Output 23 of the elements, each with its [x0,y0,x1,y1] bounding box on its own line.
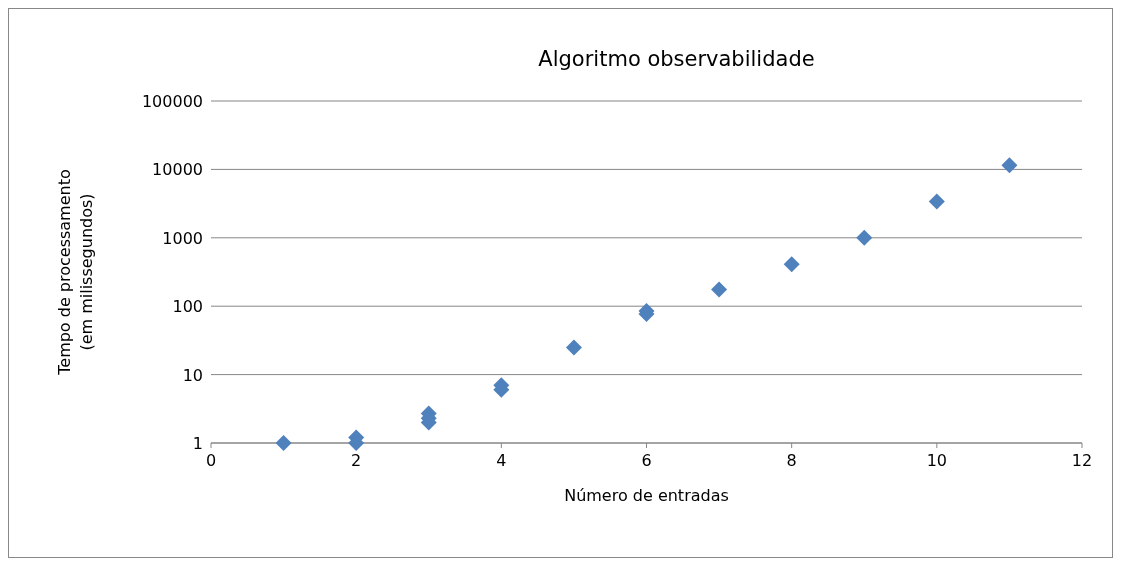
x-tick-label: 8 [786,451,797,470]
y-tick-label: 1 [192,434,203,453]
point [1001,157,1018,174]
y-tick-label: 10 [182,365,203,385]
x-tick-label: 2 [351,451,362,470]
point [928,193,945,210]
x-tick-label: 12 [1071,451,1093,470]
y-tick-label: 100000 [141,92,203,111]
y-axis-title: Tempo de processamento (em milissegundos) [55,169,96,376]
x-tick-label: 0 [205,451,217,470]
point [711,281,728,298]
y-tick-label: 100 [172,297,203,317]
x-axis-title: Número de entradas [564,486,729,505]
x-tick-label: 10 [926,451,948,470]
point [275,435,292,451]
x-tick-label: 4 [496,451,507,470]
chart-title: Algoritmo observabilidade [538,47,815,71]
y-tick-label: 1000 [162,228,203,248]
point [783,256,800,273]
y-tick-label: 10000 [152,160,203,180]
x-tick-label: 6 [641,451,652,470]
point [565,339,582,356]
point [856,229,873,246]
